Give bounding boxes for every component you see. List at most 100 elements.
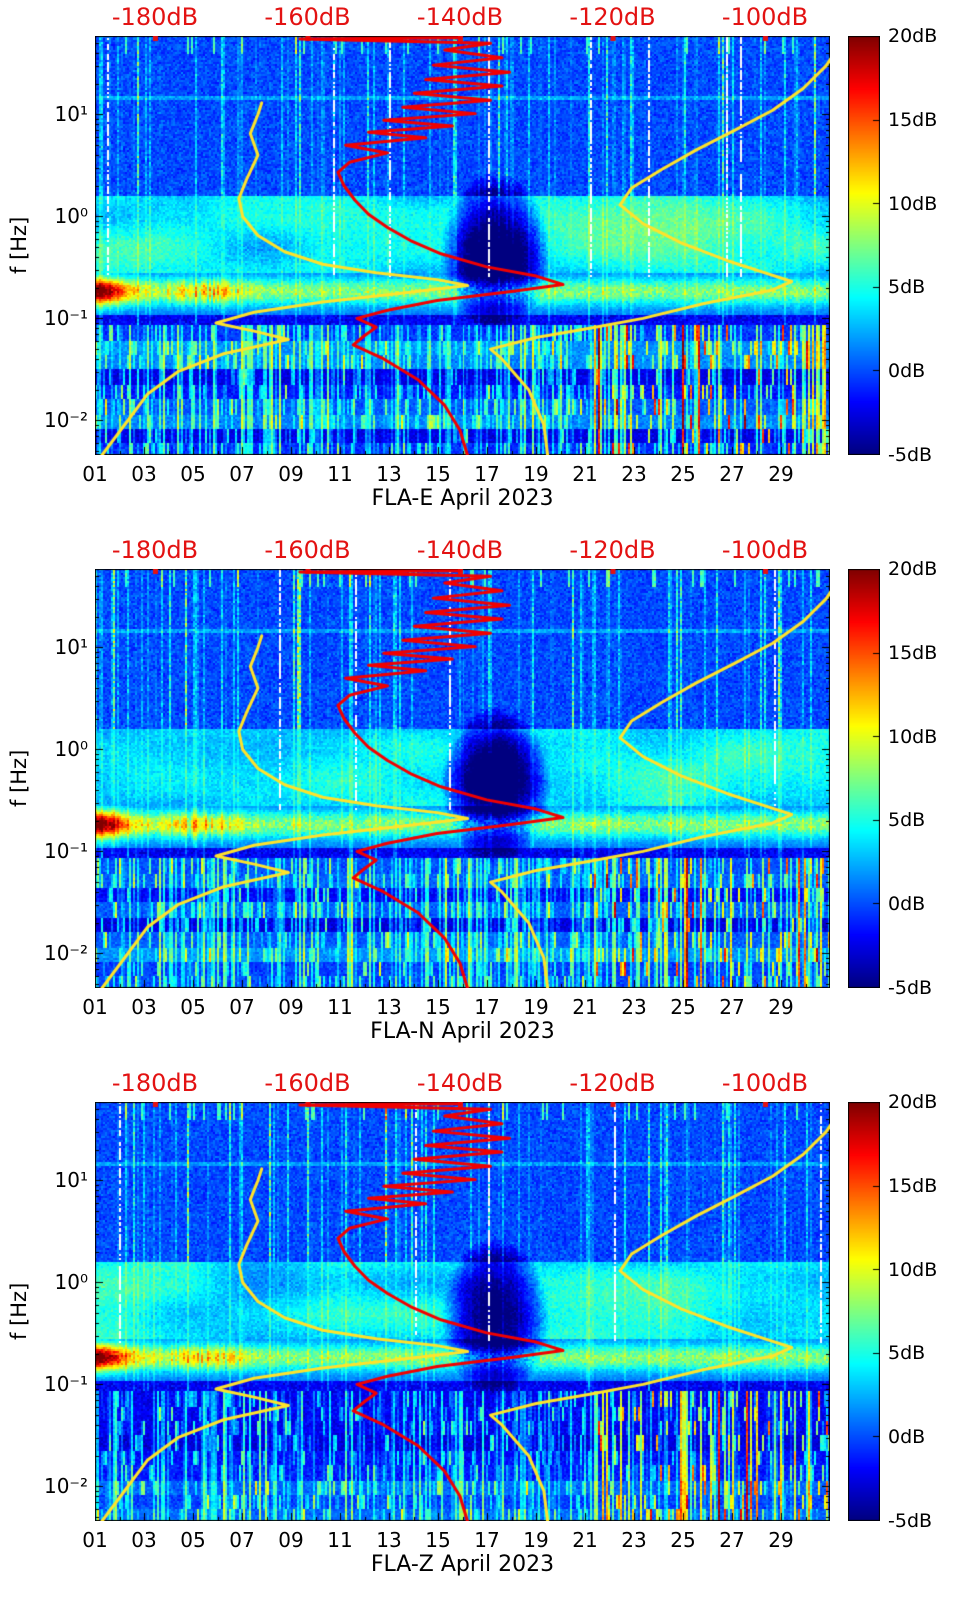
top-db-label: -160dB <box>264 1069 351 1097</box>
x-tick-label: 03 <box>131 462 157 486</box>
top-db-label: -180dB <box>111 3 199 31</box>
y-tick-label: 10⁻¹ <box>43 306 88 331</box>
y-tick-label: 10⁰ <box>54 204 88 229</box>
x-tick-label: 17 <box>474 462 500 486</box>
x-tick-label: 23 <box>621 462 647 486</box>
panel-title: FLA-E April 2023 <box>371 486 554 511</box>
y-tick-label: 10⁻¹ <box>43 1372 88 1397</box>
x-tick-label: 15 <box>425 1528 451 1552</box>
x-tick-label: 25 <box>670 995 696 1019</box>
x-tick-label: 25 <box>670 462 696 486</box>
top-db-label: -160dB <box>264 536 351 564</box>
panel-title: FLA-N April 2023 <box>370 1019 555 1044</box>
x-tick-label: 03 <box>131 1528 157 1552</box>
spectrogram-panel: f [Hz] FLA-E April 2023 -180dB -160dB -140… <box>0 0 962 533</box>
x-tick-label: 27 <box>719 462 745 486</box>
x-tick-label: 07 <box>229 995 255 1019</box>
spectrogram-panel: f [Hz] FLA-N April 2023 -180dB -160dB -140… <box>0 533 962 1066</box>
y-tick-label: 10⁻² <box>43 1474 88 1499</box>
x-tick-label: 01 <box>82 1528 108 1552</box>
x-tick-label: 27 <box>719 995 745 1019</box>
colorbar-tick-label: 5dB <box>888 809 926 832</box>
x-tick-label: 05 <box>180 995 206 1019</box>
colorbar-tick-label: -5dB <box>888 1510 933 1532</box>
y-tick-label: 10¹ <box>54 102 88 127</box>
colorbar-tick-label: -5dB <box>888 977 933 999</box>
x-tick-label: 03 <box>131 995 157 1019</box>
x-tick-label: 19 <box>523 462 549 486</box>
top-db-label: -120dB <box>569 536 656 564</box>
colorbar-tick-label: 5dB <box>888 1342 926 1365</box>
x-tick-label: 25 <box>670 1528 696 1552</box>
y-tick-label: 10⁰ <box>54 1270 88 1295</box>
colorbar-tick-label: 20dB <box>888 1091 938 1113</box>
spectrogram-canvas <box>95 36 830 455</box>
colorbar-tick-label: 20dB <box>888 25 938 47</box>
colorbar-tick-label: 10dB <box>888 725 938 748</box>
colorbar-tick-label: 10dB <box>888 1258 938 1281</box>
x-tick-label: 15 <box>425 462 451 486</box>
x-tick-label: 13 <box>376 462 402 486</box>
x-tick-label: 23 <box>621 1528 647 1552</box>
colorbar-tick-label: 15dB <box>888 108 938 131</box>
x-tick-label: 07 <box>229 1528 255 1552</box>
colorbar-tick-label: 10dB <box>888 192 938 215</box>
colorbar-tick-label: -5dB <box>888 444 933 466</box>
x-tick-label: 13 <box>376 1528 402 1552</box>
x-tick-label: 29 <box>768 462 794 486</box>
x-tick-label: 21 <box>572 1528 598 1552</box>
colorbar <box>848 36 880 455</box>
y-axis-label: f [Hz] <box>7 216 31 275</box>
x-tick-label: 29 <box>768 995 794 1019</box>
colorbar-tick-label: 20dB <box>888 558 938 580</box>
x-tick-label: 23 <box>621 995 647 1019</box>
colorbar <box>848 1102 880 1521</box>
colorbar-tick-label: 15dB <box>888 641 938 664</box>
y-tick-label: 10⁻² <box>43 408 88 433</box>
colorbar-tick-label: 0dB <box>888 893 926 916</box>
x-tick-label: 21 <box>572 995 598 1019</box>
top-db-label: -100dB <box>721 3 809 31</box>
x-tick-label: 05 <box>180 462 206 486</box>
x-tick-label: 11 <box>327 995 353 1019</box>
top-db-label: -100dB <box>721 1069 809 1097</box>
x-tick-label: 29 <box>768 1528 794 1552</box>
y-axis-label: f [Hz] <box>7 749 31 808</box>
x-tick-label: 07 <box>229 462 255 486</box>
top-db-label: -180dB <box>111 1069 199 1097</box>
x-tick-label: 11 <box>327 1528 353 1552</box>
x-tick-label: 01 <box>82 462 108 486</box>
y-tick-label: 10⁰ <box>54 737 88 762</box>
x-tick-label: 27 <box>719 1528 745 1552</box>
x-tick-label: 15 <box>425 995 451 1019</box>
colorbar-tick-label: 0dB <box>888 1426 926 1449</box>
x-tick-label: 09 <box>278 462 304 486</box>
panel-title: FLA-Z April 2023 <box>370 1552 555 1577</box>
top-db-label: -140dB <box>416 1069 504 1097</box>
colorbar <box>848 569 880 988</box>
colorbar-tick-label: 0dB <box>888 360 926 383</box>
x-tick-label: 09 <box>278 995 304 1019</box>
spectrogram-canvas <box>95 569 830 988</box>
top-db-label: -180dB <box>111 536 199 564</box>
top-db-label: -120dB <box>569 3 656 31</box>
top-db-label: -140dB <box>416 536 504 564</box>
top-db-label: -120dB <box>569 1069 656 1097</box>
y-tick-label: 10¹ <box>54 635 88 660</box>
x-tick-label: 19 <box>523 1528 549 1552</box>
colorbar-tick-label: 15dB <box>888 1174 938 1197</box>
top-db-label: -100dB <box>721 536 809 564</box>
colorbar-tick-label: 5dB <box>888 276 926 299</box>
x-tick-label: 11 <box>327 462 353 486</box>
top-db-label: -160dB <box>264 3 351 31</box>
spectrogram-canvas <box>95 1102 830 1521</box>
spectrogram-panel: f [Hz] FLA-Z April 2023 -180dB -160dB -140… <box>0 1066 962 1599</box>
y-axis-label: f [Hz] <box>7 1282 31 1341</box>
x-tick-label: 19 <box>523 995 549 1019</box>
x-tick-label: 05 <box>180 1528 206 1552</box>
y-tick-label: 10⁻¹ <box>43 839 88 864</box>
x-tick-label: 17 <box>474 1528 500 1552</box>
top-db-label: -140dB <box>416 3 504 31</box>
